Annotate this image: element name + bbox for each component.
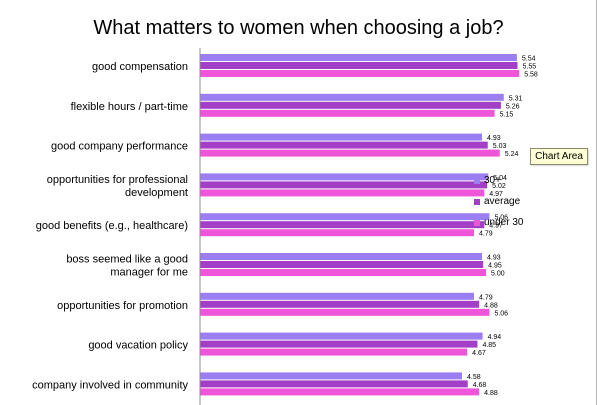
category-label: good compensation xyxy=(92,61,188,73)
data-label-average: 4.68 xyxy=(473,382,487,389)
category-label: opportunities for promotion xyxy=(57,300,188,312)
value-labels: 5.545.555.585.315.265.154.935.035.245.04… xyxy=(467,56,538,397)
bar-30-plus[interactable] xyxy=(200,133,483,141)
data-label-average: 4.95 xyxy=(488,263,502,270)
data-label-30-plus: 4.58 xyxy=(467,374,481,381)
bar-30-plus[interactable] xyxy=(200,54,517,61)
category-label: boss seemed like a good xyxy=(66,254,188,266)
category-label: company involved in community xyxy=(32,379,188,391)
bar-under-30[interactable] xyxy=(200,348,468,356)
bar-average[interactable] xyxy=(200,261,484,268)
data-label-30-plus: 4.94 xyxy=(488,334,502,341)
bar-average[interactable] xyxy=(200,221,485,229)
bar-under-30[interactable] xyxy=(200,269,487,276)
legend-swatch-30-plus xyxy=(474,178,480,184)
bars xyxy=(200,54,520,396)
data-label-30-plus: 4.93 xyxy=(487,135,501,142)
category-label: opportunities for professional xyxy=(47,174,188,186)
category-label: good company performance xyxy=(51,141,188,153)
bar-under-30[interactable] xyxy=(200,388,480,396)
bar-30-plus[interactable] xyxy=(200,173,489,181)
bar-under-30[interactable] xyxy=(200,149,500,157)
data-label-30-plus: 5.54 xyxy=(522,56,536,63)
data-label-30-plus: 5.04 xyxy=(493,175,507,182)
chart-area-tooltip: Chart Area xyxy=(530,148,588,165)
bar-average[interactable] xyxy=(200,380,468,388)
bar-average[interactable] xyxy=(200,101,501,109)
bar-30-plus[interactable] xyxy=(200,372,462,380)
bar-under-30[interactable] xyxy=(200,189,485,197)
data-label-under-30: 5.58 xyxy=(524,72,538,79)
data-label-average: 5.03 xyxy=(493,143,507,150)
bar-under-30[interactable] xyxy=(200,308,490,316)
bar-average[interactable] xyxy=(200,181,488,189)
legend-label-under-30: under 30 xyxy=(484,217,524,228)
bar-under-30[interactable] xyxy=(200,70,520,77)
bar-average[interactable] xyxy=(200,340,478,348)
category-label: good benefits (e.g., healthcare) xyxy=(36,220,188,232)
bar-30-plus[interactable] xyxy=(200,93,504,101)
bar-30-plus[interactable] xyxy=(200,253,483,260)
bar-under-30[interactable] xyxy=(200,109,495,117)
legend-item-average: average xyxy=(474,196,564,217)
data-label-30-plus: 5.31 xyxy=(509,95,523,102)
legend-label-average: average xyxy=(484,196,521,207)
data-label-under-30: 4.97 xyxy=(489,191,503,198)
data-label-under-30: 5.00 xyxy=(491,271,505,278)
data-label-average: 4.88 xyxy=(484,302,498,309)
data-label-under-30: 4.79 xyxy=(479,231,493,238)
data-label-under-30: 5.24 xyxy=(505,151,519,158)
data-label-under-30: 5.06 xyxy=(494,310,508,317)
bar-30-plus[interactable] xyxy=(200,213,490,221)
bar-average[interactable] xyxy=(200,141,488,149)
category-label: good vacation policy xyxy=(88,340,188,352)
data-label-average: 5.02 xyxy=(492,183,506,190)
chart-title: What matters to women when choosing a jo… xyxy=(93,17,504,39)
legend-item-30-plus: 30+ xyxy=(474,175,564,196)
legend-swatch-under-30 xyxy=(474,220,480,226)
bar-30-plus[interactable] xyxy=(200,292,475,300)
data-label-average: 4.97 xyxy=(489,223,503,230)
bar-under-30[interactable] xyxy=(200,229,475,237)
legend-swatch-average xyxy=(474,199,480,205)
category-labels: good compensation flexible hours / part-t… xyxy=(32,61,188,391)
bar-average[interactable] xyxy=(200,300,480,308)
bar-30-plus[interactable] xyxy=(200,332,483,340)
category-label: manager for me xyxy=(110,267,188,279)
data-label-30-plus: 4.93 xyxy=(487,255,501,262)
data-label-under-30: 5.15 xyxy=(500,111,514,118)
legend-item-under-30: under 30 xyxy=(474,217,564,238)
data-label-under-30: 4.88 xyxy=(484,390,498,397)
data-label-30-plus: 4.79 xyxy=(479,294,493,301)
legend: 30+ average under 30 xyxy=(474,175,564,238)
data-label-under-30: 4.67 xyxy=(472,350,486,357)
data-label-average: 5.26 xyxy=(506,103,520,110)
legend-label-30-plus: 30+ xyxy=(484,175,501,186)
data-label-30-plus: 5.06 xyxy=(494,215,508,222)
category-label: flexible hours / part-time xyxy=(71,101,188,113)
bar-average[interactable] xyxy=(200,62,518,69)
data-label-average: 4.85 xyxy=(482,342,496,349)
category-label: development xyxy=(125,187,188,199)
data-label-average: 5.55 xyxy=(522,64,536,71)
